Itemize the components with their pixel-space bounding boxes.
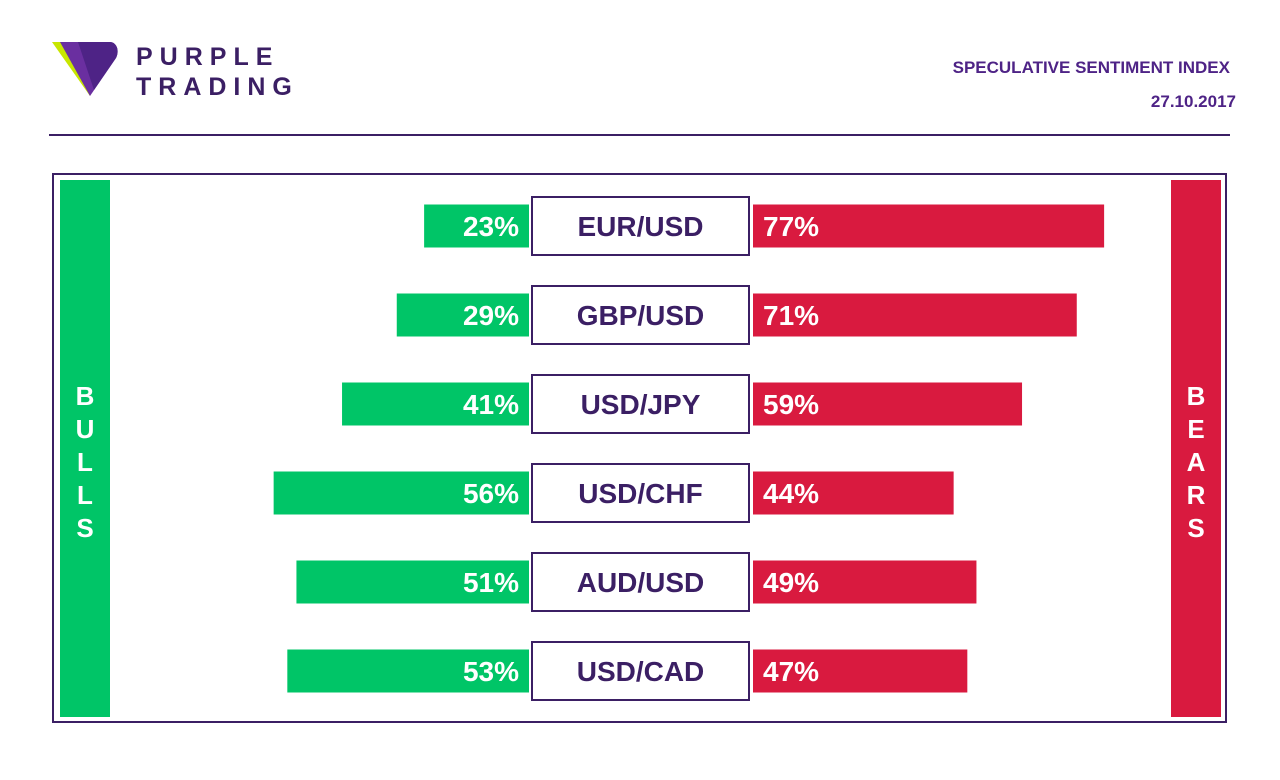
purple-trading-logo-icon bbox=[52, 42, 118, 96]
bull-value-label: 41% bbox=[463, 389, 519, 420]
bear-value-label: 77% bbox=[763, 211, 819, 242]
currency-pair-label: USD/CAD bbox=[577, 656, 705, 687]
header-divider bbox=[49, 134, 1230, 136]
purple-trading-logo: PURPLE TRADING bbox=[50, 38, 320, 102]
side-letter: B bbox=[75, 381, 95, 411]
side-letter: R bbox=[1186, 480, 1206, 510]
bull-bar bbox=[424, 204, 529, 248]
side-letter: L bbox=[77, 447, 93, 477]
bear-value-label: 47% bbox=[763, 656, 819, 687]
pair-label-box bbox=[531, 374, 750, 434]
bull-bar bbox=[287, 649, 529, 693]
bear-bar bbox=[753, 649, 968, 693]
currency-pair-label: AUD/USD bbox=[577, 567, 705, 598]
bull-value-label: 29% bbox=[463, 300, 519, 331]
bull-value-label: 56% bbox=[463, 478, 519, 509]
side-letter: E bbox=[1187, 414, 1205, 444]
side-letter: A bbox=[1186, 447, 1206, 477]
bull-value-label: 23% bbox=[463, 211, 519, 242]
brand-name: PURPLE TRADING bbox=[136, 42, 299, 102]
report-title: SPECULATIVE SENTIMENT INDEX bbox=[952, 58, 1230, 77]
bear-value-label: 59% bbox=[763, 389, 819, 420]
bear-bar bbox=[753, 560, 977, 604]
brand-line-2: TRADING bbox=[136, 73, 299, 101]
side-letter: S bbox=[1187, 513, 1205, 543]
brand-line-1: PURPLE bbox=[136, 43, 280, 71]
bear-bar bbox=[753, 204, 1105, 248]
side-letter: B bbox=[1186, 381, 1206, 411]
side-letter: U bbox=[75, 414, 95, 444]
pair-label-box bbox=[531, 285, 750, 345]
bull-value-label: 51% bbox=[463, 567, 519, 598]
pair-label-box bbox=[531, 463, 750, 523]
bear-bar bbox=[753, 382, 1023, 426]
bull-bar bbox=[342, 382, 529, 426]
currency-pair-label: GBP/USD bbox=[577, 300, 705, 331]
bear-bar bbox=[753, 293, 1077, 337]
pair-label-box bbox=[531, 641, 750, 701]
bear-value-label: 44% bbox=[763, 478, 819, 509]
side-letter: L bbox=[77, 480, 93, 510]
currency-pair-label: USD/JPY bbox=[581, 389, 701, 420]
bull-bar bbox=[396, 293, 529, 337]
pair-label-box bbox=[531, 196, 750, 256]
currency-pair-label: USD/CHF bbox=[578, 478, 702, 509]
report-date: 27.10.2017 bbox=[1150, 92, 1236, 111]
bull-bar bbox=[273, 471, 529, 515]
currency-pair-label: EUR/USD bbox=[577, 211, 703, 242]
bear-value-label: 49% bbox=[763, 567, 819, 598]
pair-label-box bbox=[531, 552, 750, 612]
bull-value-label: 53% bbox=[463, 656, 519, 687]
bear-value-label: 71% bbox=[763, 300, 819, 331]
side-letter: S bbox=[76, 513, 94, 543]
chart-frame bbox=[52, 173, 1227, 723]
bear-bar bbox=[753, 471, 954, 515]
bull-bar bbox=[296, 560, 529, 604]
